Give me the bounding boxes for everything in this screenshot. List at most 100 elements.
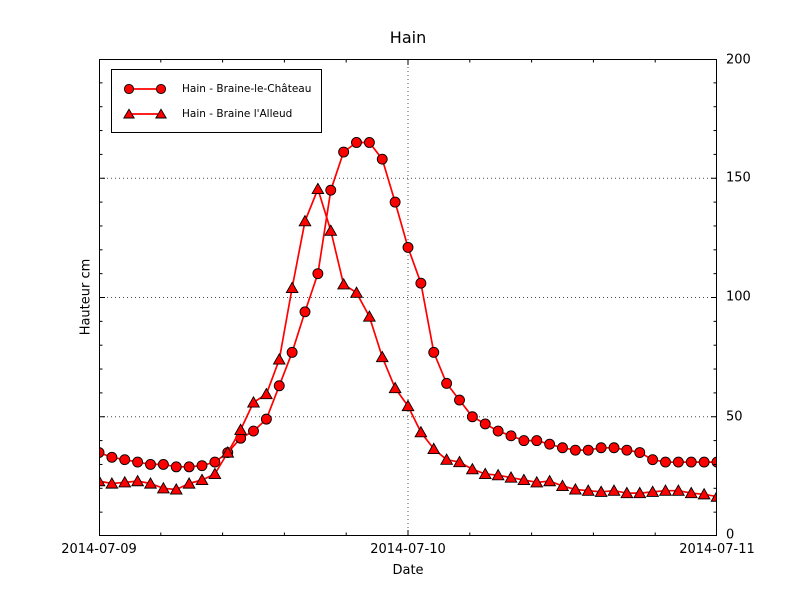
data-point-circle [441,377,453,389]
data-point-triangle [684,486,698,499]
data-point-circle [608,442,620,454]
data-point-triangle [349,286,364,298]
data-point-triangle [581,484,595,496]
data-point-triangle [440,453,454,465]
data-point-circle [544,438,556,450]
data-point-circle [363,137,375,148]
data-point-circle [685,456,697,468]
series-braine-l-alleud [99,182,717,502]
x-tick-label-2014-07-09: 2014-07-09 [61,542,137,557]
data-point-circle [466,411,478,423]
data-point-triangle [324,224,338,236]
data-point-triangle [143,477,158,489]
data-point-circle [196,460,208,472]
legend-label: Hain - Braine l'Alleud [182,107,293,120]
data-point-circle [209,456,221,468]
data-point-circle [376,153,388,165]
data-point-circle [157,459,169,470]
data-point-triangle [568,482,582,495]
data-point-circle [415,277,427,289]
data-point-triangle [633,486,647,499]
y-tick-label-100: 100 [726,289,751,305]
data-point-triangle [607,484,621,496]
data-point-circle [389,196,401,208]
data-point-circle [132,456,144,468]
data-point-triangle [491,468,505,481]
data-point-triangle [658,484,673,496]
data-point-triangle [697,487,711,500]
data-point-triangle [195,473,209,486]
data-point-triangle [646,485,660,497]
data-point-triangle [272,352,286,365]
data-point-circle [647,454,659,466]
data-point-triangle [517,473,531,486]
data-point-triangle [208,467,222,480]
data-point-circle [454,394,465,406]
data-point-circle [170,461,182,473]
data-point-triangle [452,455,467,468]
data-point-circle [351,137,362,148]
data-point-circle [248,425,259,437]
data-point-circle [582,444,594,456]
data-point-triangle [337,277,351,290]
data-point-circle [634,447,646,458]
data-point-circle [505,430,517,442]
data-point-triangle [388,381,402,394]
data-point-circle [338,146,350,158]
data-point-triangle [594,485,608,497]
series-braine-le-chateau [99,137,717,473]
data-point-circle [621,444,633,456]
data-point-triangle [131,474,145,487]
legend-marker-circle-icon [123,83,167,94]
y-axis-label: Hauteur cm [78,258,94,336]
x-tick-label-2014-07-11: 2014-07-11 [679,542,755,557]
data-point-circle [286,346,298,358]
tick-marks [99,59,717,536]
legend-item-braine-l-alleud: Hain - Braine l'Alleud [121,102,311,125]
legend-label: Hain - Braine-le-Château [182,82,312,95]
y-tick-label-150: 150 [726,170,751,186]
data-point-triangle [543,474,557,487]
data-point-triangle [118,475,132,488]
data-point-circle [312,268,324,280]
data-point-circle [672,456,684,468]
data-point-triangle [105,477,119,489]
data-point-triangle [671,484,685,496]
data-point-triangle [504,471,518,483]
data-point-triangle [259,387,273,400]
data-point-triangle [285,281,299,294]
data-point-circle [557,442,568,454]
legend-item-braine-le-chateau: Hain - Braine-le-Château [121,77,311,100]
data-point-triangle [311,182,325,195]
plot-area: Hain - Braine-le-Château Hain - Braine l… [99,59,717,536]
data-point-triangle [465,462,479,475]
chart-canvas [99,59,717,536]
data-point-circle [492,425,504,437]
data-point-triangle [298,214,312,227]
data-point-triangle [99,474,106,487]
data-point-triangle [362,310,376,322]
data-point-circle [531,435,543,447]
data-point-triangle [555,479,570,491]
data-point-triangle [156,481,170,494]
data-point-circle [660,456,671,468]
data-point-circle [299,306,311,318]
data-point-circle [183,461,195,473]
data-point-triangle [221,446,235,458]
data-point-circle [260,413,272,425]
data-point-triangle [710,490,717,502]
y-tick-label-50: 50 [726,409,743,425]
data-point-circle [145,459,156,470]
data-point-triangle [234,423,248,435]
data-point-circle [119,454,131,466]
y-tick-label-0: 0 [726,527,735,543]
data-point-triangle [478,467,492,480]
data-point-triangle [401,399,415,412]
legend-marker-triangle-icon [123,107,167,118]
data-point-triangle [375,350,389,363]
data-point-triangle [414,425,428,438]
data-point-circle [99,447,105,458]
data-point-circle [569,444,581,456]
legend: Hain - Braine-le-Château Hain - Braine l… [111,69,323,133]
data-point-triangle [620,486,634,499]
